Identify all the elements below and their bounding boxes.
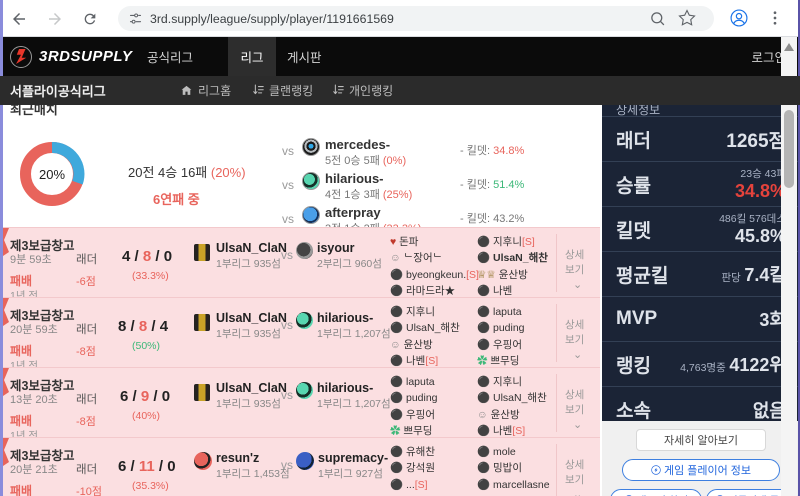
svg-text:20%: 20%	[39, 167, 65, 182]
